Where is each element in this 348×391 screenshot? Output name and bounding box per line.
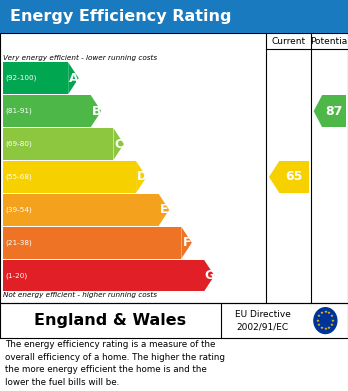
Text: ★: ★ <box>323 327 327 331</box>
Bar <box>3 128 113 160</box>
Text: ★: ★ <box>316 319 320 323</box>
Polygon shape <box>136 161 147 193</box>
Text: (55-68): (55-68) <box>6 174 32 180</box>
Polygon shape <box>181 227 192 258</box>
Text: The energy efficiency rating is a measure of the
overall efficiency of a home. T: The energy efficiency rating is a measur… <box>5 340 225 387</box>
Bar <box>0 33 348 303</box>
Text: ★: ★ <box>317 323 321 327</box>
Text: G: G <box>205 269 215 282</box>
Text: (21-38): (21-38) <box>6 239 32 246</box>
Text: ★: ★ <box>327 326 331 330</box>
Bar <box>3 260 204 292</box>
Text: Not energy efficient - higher running costs: Not energy efficient - higher running co… <box>3 292 158 298</box>
Text: ★: ★ <box>320 311 324 316</box>
Text: ★: ★ <box>323 310 327 314</box>
Text: C: C <box>114 138 124 151</box>
Text: ★: ★ <box>331 319 335 323</box>
Polygon shape <box>314 95 322 127</box>
Polygon shape <box>159 194 169 226</box>
Text: (92-100): (92-100) <box>6 75 37 81</box>
Text: A: A <box>69 72 79 85</box>
Text: (39-54): (39-54) <box>6 206 32 213</box>
Bar <box>3 227 181 258</box>
Text: E: E <box>160 203 169 216</box>
Text: B: B <box>92 105 101 118</box>
Text: (81-91): (81-91) <box>6 108 32 115</box>
Text: (1-20): (1-20) <box>6 273 28 279</box>
Bar <box>3 95 91 127</box>
Bar <box>279 161 309 193</box>
Bar <box>0 0 348 33</box>
Text: Energy Efficiency Rating: Energy Efficiency Rating <box>10 9 232 24</box>
Polygon shape <box>269 161 279 193</box>
Bar <box>322 95 346 127</box>
Text: Potential: Potential <box>310 36 348 46</box>
Text: England & Wales: England & Wales <box>34 313 187 328</box>
Polygon shape <box>68 62 79 94</box>
Text: EU Directive
2002/91/EC: EU Directive 2002/91/EC <box>235 310 291 331</box>
Text: ★: ★ <box>320 326 324 330</box>
Circle shape <box>314 308 337 334</box>
Polygon shape <box>91 95 101 127</box>
Text: F: F <box>183 236 191 249</box>
Text: ★: ★ <box>317 314 321 318</box>
Polygon shape <box>204 260 214 292</box>
Text: 87: 87 <box>325 105 342 118</box>
Text: ★: ★ <box>330 314 334 318</box>
Text: (69-80): (69-80) <box>6 141 32 147</box>
Text: Very energy efficient - lower running costs: Very energy efficient - lower running co… <box>3 55 158 61</box>
Text: ★: ★ <box>327 311 331 316</box>
Polygon shape <box>113 128 124 160</box>
Bar <box>3 194 159 226</box>
Text: 65: 65 <box>285 170 303 183</box>
Text: D: D <box>137 170 147 183</box>
Bar <box>3 62 68 94</box>
Text: ★: ★ <box>330 323 334 327</box>
Text: Current: Current <box>272 36 306 46</box>
Bar <box>3 161 136 193</box>
